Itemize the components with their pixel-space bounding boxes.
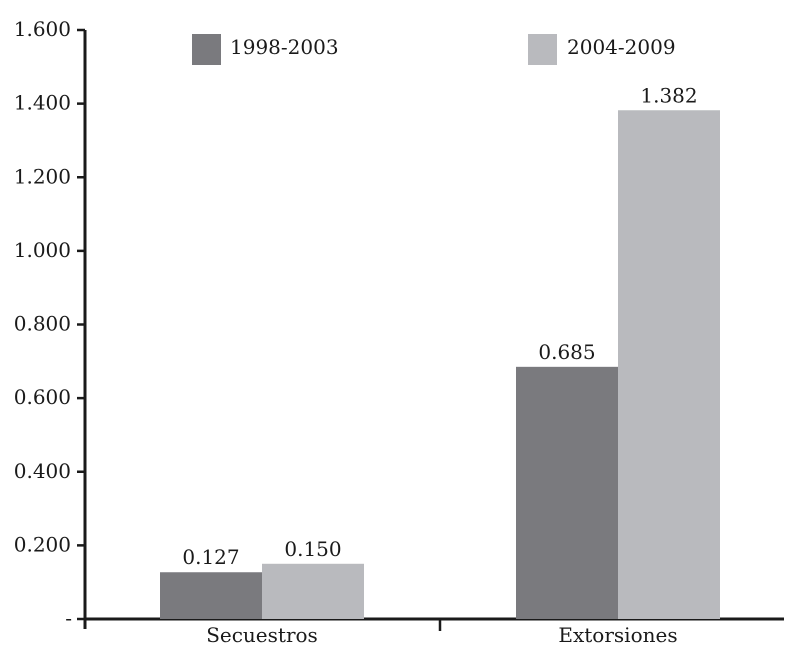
legend-swatch [528,34,557,65]
bar-value-label: 1.382 [640,83,697,107]
y-tick-label: 1.000 [14,238,71,262]
legend-label: 2004-2009 [567,35,676,59]
bars [160,110,720,619]
bar [618,110,720,619]
bar [262,563,364,619]
data-labels: 0.127 0.150 0.685 1.382 [182,83,697,569]
legend: 1998-2003 2004-2009 [192,34,676,65]
y-tick-label: 0.600 [14,385,71,409]
x-category-label: Secuestros [206,623,318,647]
bar [516,366,618,619]
bar-value-label: 0.127 [182,545,239,569]
legend-label: 1998-2003 [230,35,339,59]
x-category-label: Extorsiones [558,623,677,647]
y-tick-label: 1.400 [14,91,71,115]
bar-value-label: 0.685 [538,340,595,364]
y-axis: - 0.200 0.400 0.600 0.800 1.000 1.200 1.400 1.60… [14,17,87,630]
y-tick-label: 0.800 [14,312,71,336]
y-tick-label: 1.200 [14,164,71,188]
y-tick-label: - [65,606,72,630]
bar-value-label: 0.150 [284,537,341,561]
y-tick-label: 0.200 [14,532,71,556]
y-tick-label: 1.600 [14,17,71,41]
y-tick-label: 0.400 [14,459,71,483]
bar [160,572,262,619]
x-axis: Secuestros Extorsiones [85,617,784,647]
legend-swatch [192,34,221,65]
